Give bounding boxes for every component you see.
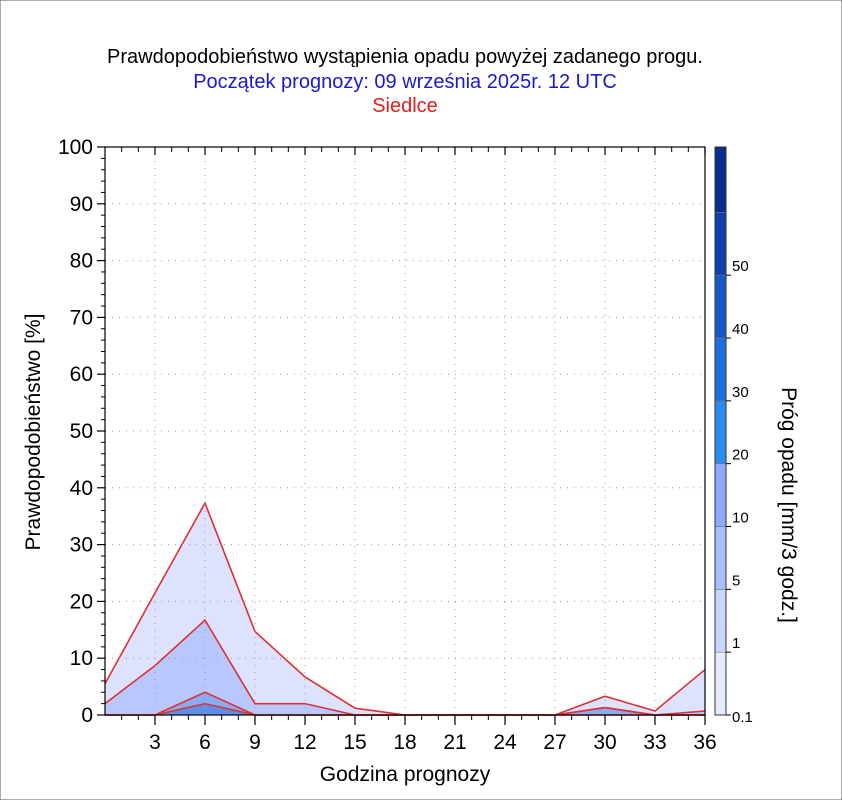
area-threshold-10 [105, 703, 705, 715]
area-threshold-1 [105, 620, 705, 715]
colorbar-label-0.1: 0.1 [732, 709, 753, 726]
x-tick-label-18: 18 [393, 731, 416, 754]
x-tick-label-12: 12 [293, 731, 316, 754]
colorbar-segment-6 [714, 274, 727, 339]
y-tick-label-10: 10 [70, 647, 93, 670]
plot-area [104, 501, 706, 716]
area-threshold-0.1 [105, 503, 705, 715]
colorbar-label-1: 1 [732, 635, 740, 652]
colorbar-label-5: 5 [732, 572, 740, 589]
y-tick-label-40: 40 [70, 477, 93, 500]
x-tick-label-36: 36 [693, 731, 716, 754]
x-tick-label-3: 3 [149, 731, 161, 754]
y-tick-label-100: 100 [58, 136, 93, 159]
x-tick-label-27: 27 [543, 731, 566, 754]
x-tick-label-24: 24 [493, 731, 517, 754]
chart-title: Prawdopodobieństwo wystąpienia opadu pow… [107, 46, 703, 68]
y-tick-label-50: 50 [70, 420, 93, 443]
station-name: Siedlce [372, 95, 438, 117]
y-tick-label-80: 80 [70, 250, 93, 273]
y-tick-label-30: 30 [70, 534, 93, 557]
colorbar-label: Próg opadu [mm/3 godz.] [777, 387, 800, 623]
x-axis-label: Godzina prognozy [320, 763, 491, 786]
y-tick-label-90: 90 [70, 193, 93, 216]
colorbar-label-50: 50 [732, 258, 749, 275]
colorbar-segment-2 [714, 526, 727, 590]
x-tick-label-30: 30 [593, 731, 616, 754]
colorbar-label-30: 30 [732, 384, 749, 401]
colorbar-frame [714, 146, 727, 716]
colorbar-segment-4 [714, 400, 727, 464]
colorbar-segment-0 [714, 651, 727, 716]
x-tick-label-21: 21 [443, 731, 466, 754]
colorbar-segment-5 [714, 337, 727, 402]
colorbar-segment-7 [714, 212, 727, 276]
x-tick-label-15: 15 [343, 731, 366, 754]
y-axis-label: Prawdopodobieństwo [%] [22, 314, 45, 551]
colorbar-segment-8 [714, 146, 727, 213]
y-tick-label-0: 0 [81, 704, 93, 727]
colorbar-segment-1 [714, 589, 727, 653]
y-tick-label-70: 70 [70, 306, 93, 329]
y-tick-label-20: 20 [70, 590, 93, 613]
x-tick-label-33: 33 [643, 731, 666, 754]
x-tick-label-6: 6 [199, 731, 211, 754]
y-tick-label-60: 60 [70, 363, 93, 386]
colorbar-label-20: 20 [732, 447, 749, 464]
colorbar-segment-3 [714, 463, 727, 527]
chart-subtitle: Początek prognozy: 09 września 2025r. 12… [193, 71, 617, 93]
colorbar-label-10: 10 [732, 509, 749, 526]
colorbar: 0.1 1 5 10 20 30 40 50 [714, 146, 753, 726]
x-tick-label-9: 9 [249, 731, 261, 754]
colorbar-label-40: 40 [732, 321, 749, 338]
